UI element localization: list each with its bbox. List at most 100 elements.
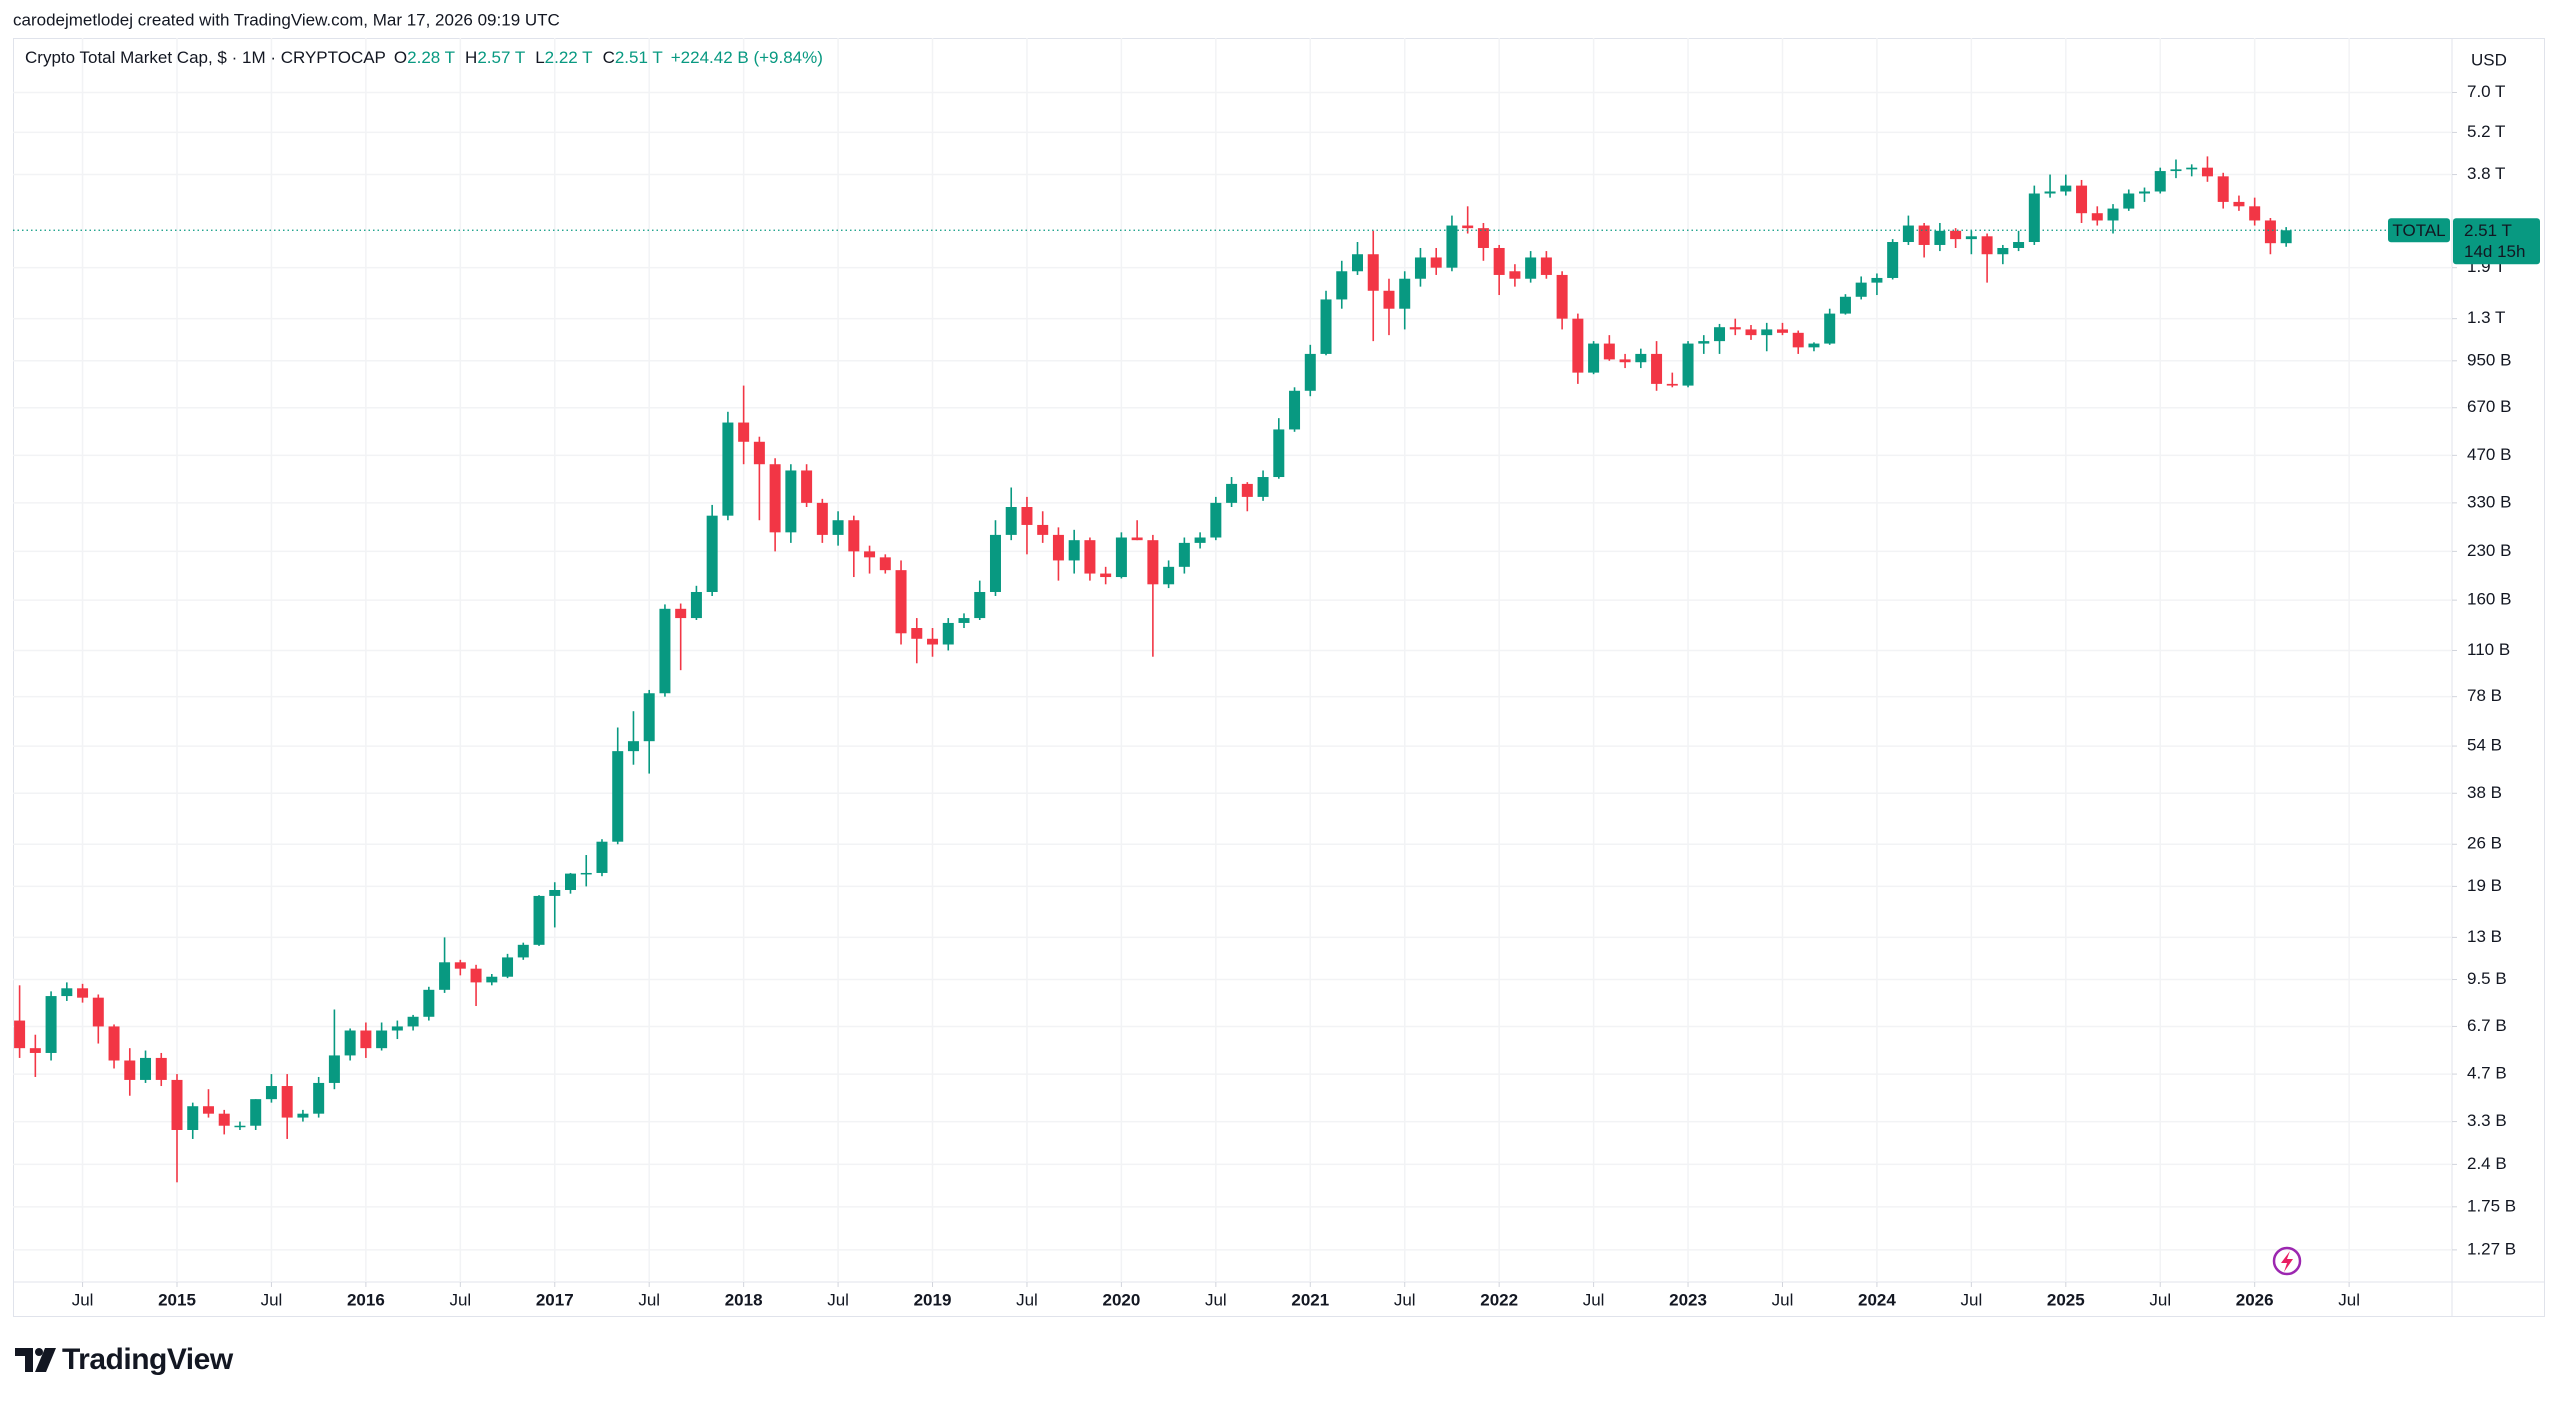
candle-body <box>580 872 592 875</box>
candle-body <box>1792 332 1804 348</box>
candle-body <box>1273 429 1285 478</box>
candle-body <box>1635 353 1647 363</box>
candle-body <box>486 976 498 983</box>
alert-icon[interactable] <box>2272 1246 2302 1276</box>
candle-body <box>1257 477 1269 497</box>
candle-body <box>1163 566 1175 585</box>
candle-body <box>1037 524 1049 535</box>
candle-body <box>1352 254 1363 272</box>
candle-body <box>1399 278 1411 309</box>
countdown: 14d 15h <box>2464 242 2525 261</box>
x-tick-label: Jul <box>1016 1290 1038 1309</box>
y-tick-label: 470 B <box>2467 445 2511 464</box>
candle-body <box>879 557 891 571</box>
y-tick-label: 1.3 T <box>2467 308 2505 327</box>
candle-body <box>769 464 781 533</box>
candle-body <box>1068 540 1080 561</box>
candle-body <box>297 1113 309 1118</box>
candle-body <box>1761 329 1773 336</box>
logo-shape <box>15 1348 33 1372</box>
candle-body <box>533 895 545 945</box>
candle-body <box>1540 257 1552 275</box>
y-tick-label: 4.7 B <box>2467 1064 2507 1083</box>
candle-body <box>1226 483 1238 503</box>
candle-body <box>187 1106 199 1130</box>
candle-body <box>2170 169 2182 172</box>
legend-key: O <box>394 48 407 67</box>
candle-body <box>470 968 482 983</box>
alert-ring[interactable] <box>2272 1246 2302 1276</box>
candle-body <box>1855 282 1867 297</box>
candle-body <box>1320 299 1332 354</box>
candle-body <box>643 693 655 742</box>
x-tick-label: Jul <box>2338 1290 2360 1309</box>
x-tick-label: 2023 <box>1669 1290 1707 1309</box>
candle-body <box>2123 193 2135 209</box>
candle-body <box>2060 185 2072 192</box>
candle-body <box>1619 359 1631 363</box>
x-tick-label: Jul <box>638 1290 660 1309</box>
y-tick-label: 1.75 B <box>2467 1196 2516 1215</box>
y-tick-label: 2.4 B <box>2467 1154 2507 1173</box>
candle-body <box>29 1048 41 1053</box>
x-tick-label: Jul <box>261 1290 283 1309</box>
candle-body <box>942 622 954 645</box>
candle-body <box>1289 390 1301 430</box>
candle-body <box>439 962 451 990</box>
candle-body <box>1084 540 1096 574</box>
y-tick-label: 19 B <box>2467 876 2502 895</box>
candle-body <box>1100 573 1112 578</box>
candle-body <box>706 515 718 592</box>
x-tick-label: 2022 <box>1480 1290 1518 1309</box>
candle-body <box>454 962 466 969</box>
brand-logo: TradingView <box>15 1343 234 1376</box>
candle-body <box>549 889 561 896</box>
x-tick-label: Jul <box>449 1290 471 1309</box>
candle-body <box>675 608 687 619</box>
candle-body <box>596 841 608 873</box>
alert-bolt[interactable] <box>2281 1251 2293 1272</box>
candle-body <box>1981 236 1993 255</box>
y-tick-label: 54 B <box>2467 736 2502 755</box>
candle-body <box>1934 230 1946 245</box>
candle-body <box>659 608 671 694</box>
candle-body <box>250 1099 262 1126</box>
candle-body <box>1414 257 1426 279</box>
y-tick-label: 78 B <box>2467 686 2502 705</box>
candle-body <box>14 1020 26 1049</box>
legend-key: H <box>465 48 477 67</box>
candle-body <box>2201 167 2213 177</box>
candle-body <box>1603 343 1615 360</box>
legend-change: +224.42 B (+9.84%) <box>671 48 823 67</box>
x-tick-label: 2020 <box>1102 1290 1140 1309</box>
candle-body <box>2139 191 2150 194</box>
candle-body <box>2217 176 2229 202</box>
y-tick-label: 3.8 T <box>2467 164 2505 183</box>
axes: 1.27 B 1.75 B 2.4 B 3.3 B 4.7 B 6.7 B 9.5 B 13 … <box>72 82 2540 1309</box>
candle-body <box>1651 353 1663 384</box>
candle-body <box>1776 329 1788 333</box>
candle-body <box>1304 353 1316 391</box>
candle-body <box>407 1016 419 1027</box>
candle-body <box>1383 290 1395 309</box>
candle-body <box>2186 167 2198 170</box>
candle-body <box>77 988 89 998</box>
currency-box[interactable] <box>2459 46 2539 75</box>
currency[interactable]: USD <box>2471 50 2507 69</box>
candle-body <box>2154 171 2166 192</box>
x-tick-label: Jul <box>2149 1290 2171 1309</box>
logo-shape <box>35 1348 56 1372</box>
candle-body <box>816 502 828 535</box>
y-tick-label: 110 B <box>2467 640 2510 659</box>
y-tick-label: 38 B <box>2467 783 2502 802</box>
x-tick-label: Jul <box>1205 1290 1227 1309</box>
x-tick-label: Jul <box>72 1290 94 1309</box>
candle-body <box>124 1060 136 1080</box>
last-price-label: 2.51 T <box>2464 221 2512 240</box>
candle-body <box>1997 247 2009 255</box>
x-tick-label: 2024 <box>1858 1290 1896 1309</box>
candle-body <box>627 741 639 752</box>
candle-body <box>517 944 529 958</box>
y-tick-label: 5.2 T <box>2467 122 2505 141</box>
